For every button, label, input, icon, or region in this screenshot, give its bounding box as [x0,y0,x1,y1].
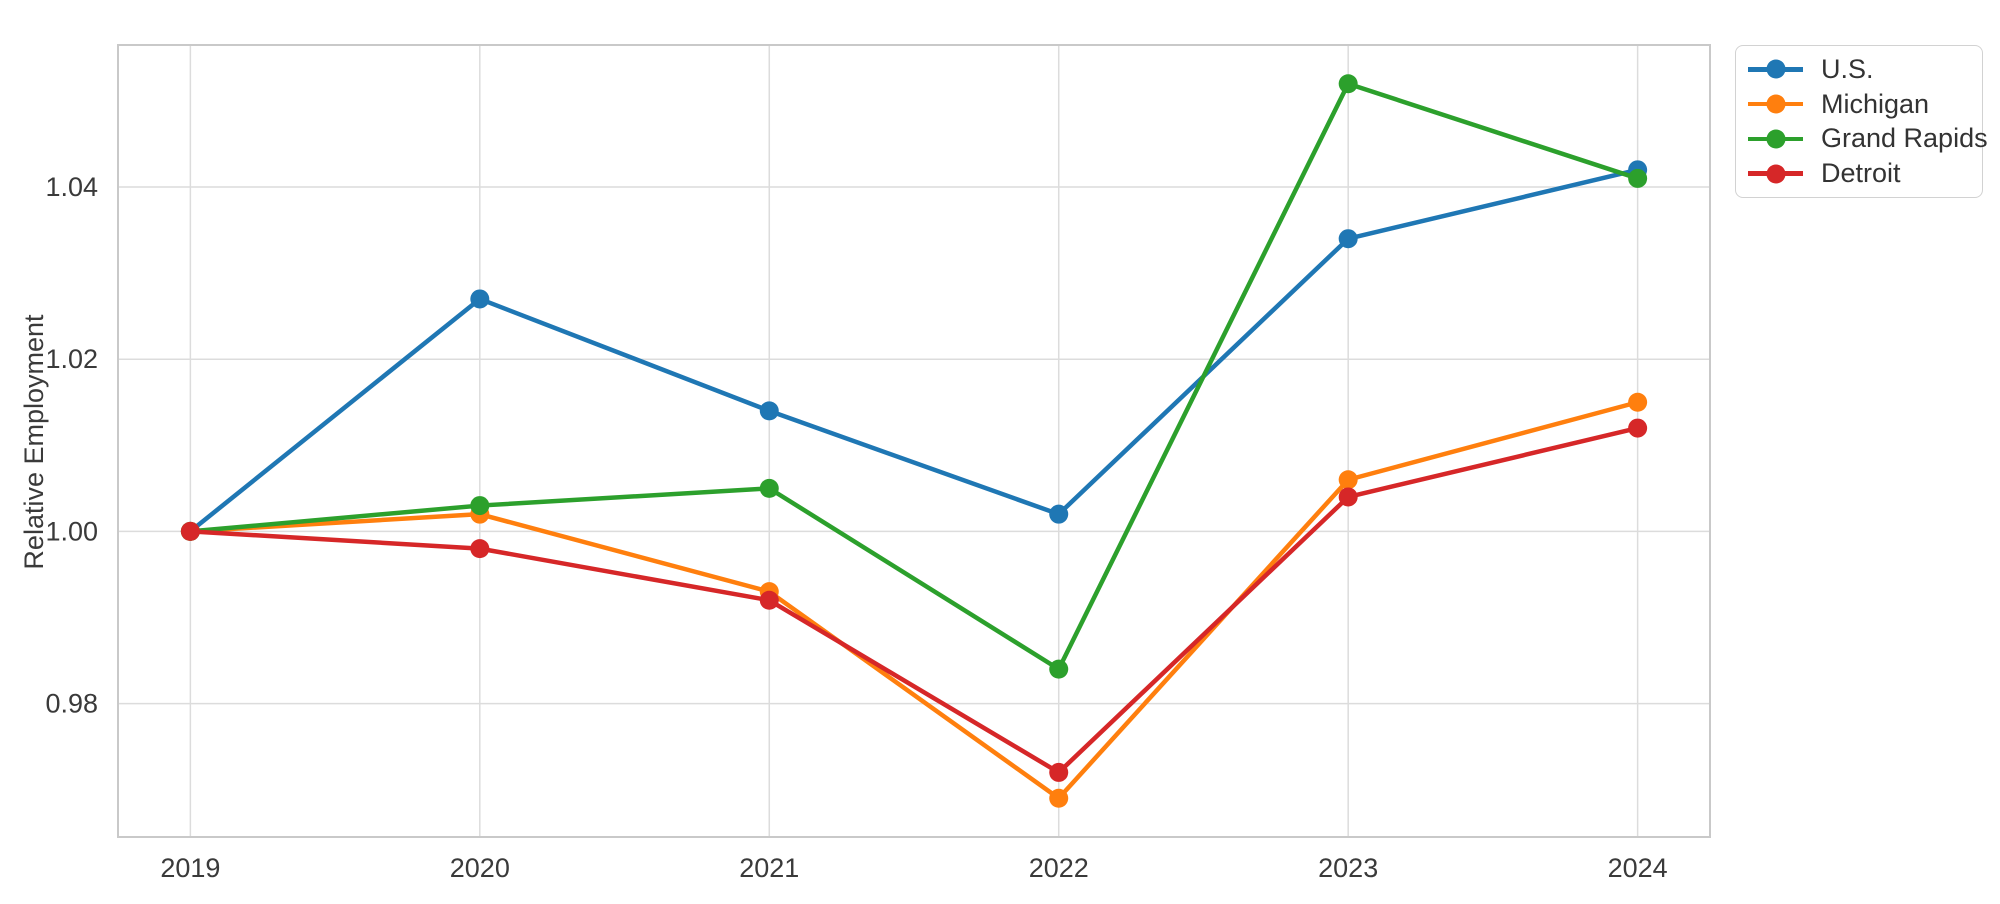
x-tick-label: 2019 [160,853,220,883]
legend-line-marker-icon [1748,129,1803,149]
x-tick-label: 2024 [1608,853,1668,883]
legend-label: U.S. [1821,53,1874,84]
legend-item-michigan: Michigan [1748,87,1970,121]
legend-line-marker-icon [1748,94,1803,114]
x-tick-label: 2023 [1318,853,1378,883]
legend-dot-icon [1766,164,1785,184]
legend-item-grand-rapids: Grand Rapids [1748,122,1988,156]
plot-border [117,44,1711,838]
legend-line-marker-icon [1748,59,1803,79]
legend: U.S. Michigan Grand Rapids Detroit [1735,45,1988,198]
data-point-detroit [1628,418,1648,438]
series-line-michigan [188,400,1640,801]
data-point-michigan [1338,470,1358,490]
y-tick-label: 1.00 [45,516,98,546]
x-tick-label: 2020 [450,853,510,883]
y-tick-label: 1.02 [45,344,98,374]
data-point-grand-rapids [759,478,779,498]
series-line-grand-rapids [188,81,1640,672]
legend-item-detroit: Detroit [1748,157,1970,191]
legend-dot-icon [1766,94,1785,114]
y-tick-label: 1.04 [45,172,98,202]
data-point-grand-rapids [1628,168,1648,188]
data-point-u-s [470,289,490,309]
legend-label: Michigan [1821,88,1930,119]
data-point-michigan [1628,392,1648,412]
data-point-detroit [759,590,779,610]
y-axis-label: Relative Employment [19,314,49,570]
data-point-grand-rapids [1338,74,1358,94]
data-point-detroit [180,521,200,541]
y-tick-label: 0.98 [45,689,98,719]
data-point-u-s [1338,229,1358,249]
data-point-detroit [1338,487,1358,507]
legend-label: Detroit [1821,158,1901,189]
x-tick-label: 2021 [739,853,799,883]
series-line-u-s [188,167,1640,534]
series-line-detroit [188,425,1640,775]
data-point-michigan [1049,788,1069,808]
legend-dot-icon [1766,129,1785,149]
legend-item-u-s: U.S. [1748,52,1970,86]
data-point-u-s [1049,504,1069,524]
data-point-u-s [759,401,779,421]
data-point-detroit [1049,762,1069,782]
data-point-grand-rapids [1049,659,1069,679]
legend-label: Grand Rapids [1821,123,1988,154]
data-point-grand-rapids [470,496,490,516]
x-tick-label: 2022 [1029,853,1089,883]
legend-dot-icon [1766,59,1785,79]
data-point-detroit [470,539,490,559]
legend-line-marker-icon [1748,164,1803,184]
